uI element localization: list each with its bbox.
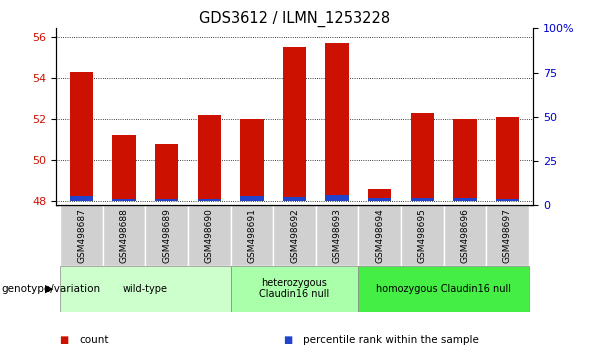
Bar bbox=[283, 47, 306, 201]
Bar bbox=[60, 266, 231, 312]
Bar bbox=[231, 266, 358, 312]
Bar bbox=[231, 205, 273, 266]
Text: GSM498688: GSM498688 bbox=[120, 208, 128, 263]
Bar bbox=[155, 199, 178, 201]
Text: wild-type: wild-type bbox=[123, 284, 168, 293]
Bar bbox=[112, 199, 136, 201]
Text: GDS3612 / ILMN_1253228: GDS3612 / ILMN_1253228 bbox=[199, 11, 390, 27]
Bar bbox=[240, 119, 264, 201]
Bar bbox=[197, 115, 221, 201]
Text: GSM498687: GSM498687 bbox=[77, 208, 86, 263]
Bar bbox=[453, 119, 477, 201]
Bar bbox=[145, 205, 188, 266]
Bar bbox=[453, 198, 477, 201]
Bar bbox=[444, 205, 486, 266]
Bar bbox=[496, 199, 519, 201]
Text: GSM498695: GSM498695 bbox=[418, 208, 427, 263]
Text: GSM498690: GSM498690 bbox=[205, 208, 214, 263]
Text: percentile rank within the sample: percentile rank within the sample bbox=[303, 335, 479, 345]
Bar bbox=[240, 196, 264, 201]
Bar bbox=[496, 117, 519, 201]
Bar bbox=[155, 144, 178, 201]
Text: GSM498696: GSM498696 bbox=[461, 208, 469, 263]
Bar bbox=[112, 135, 136, 201]
Bar bbox=[358, 205, 401, 266]
Bar bbox=[325, 43, 349, 201]
Bar bbox=[411, 113, 434, 201]
Bar bbox=[60, 205, 103, 266]
Text: genotype/variation: genotype/variation bbox=[1, 284, 100, 293]
Bar bbox=[103, 205, 145, 266]
Bar bbox=[358, 266, 529, 312]
Bar bbox=[368, 189, 392, 201]
Text: ■: ■ bbox=[59, 335, 68, 345]
Text: GSM498691: GSM498691 bbox=[247, 208, 256, 263]
Bar bbox=[70, 196, 93, 201]
Bar bbox=[70, 72, 93, 201]
Text: GSM498693: GSM498693 bbox=[333, 208, 342, 263]
Bar bbox=[197, 199, 221, 201]
Text: GSM498689: GSM498689 bbox=[162, 208, 171, 263]
Bar bbox=[486, 205, 529, 266]
Text: ■: ■ bbox=[283, 335, 292, 345]
Text: count: count bbox=[80, 335, 109, 345]
Bar bbox=[325, 195, 349, 201]
Bar bbox=[411, 198, 434, 201]
Bar bbox=[368, 198, 392, 201]
Text: GSM498697: GSM498697 bbox=[503, 208, 512, 263]
Bar bbox=[401, 205, 444, 266]
Bar bbox=[283, 197, 306, 201]
Bar bbox=[316, 205, 358, 266]
Text: ▶: ▶ bbox=[45, 284, 53, 293]
Text: GSM498692: GSM498692 bbox=[290, 208, 299, 263]
Bar bbox=[273, 205, 316, 266]
Text: heterozygous
Claudin16 null: heterozygous Claudin16 null bbox=[259, 278, 330, 299]
Text: GSM498694: GSM498694 bbox=[375, 208, 384, 263]
Text: homozygous Claudin16 null: homozygous Claudin16 null bbox=[376, 284, 511, 293]
Bar bbox=[188, 205, 231, 266]
